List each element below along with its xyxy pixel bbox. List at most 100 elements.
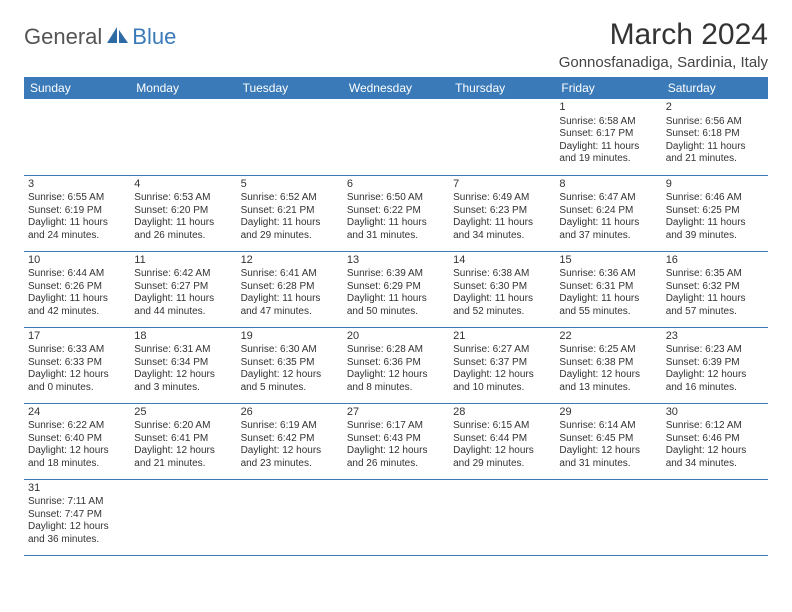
daylight-text: Daylight: 12 hours and 16 minutes.	[666, 369, 764, 394]
day-number: 4	[134, 178, 232, 192]
calendar-empty-cell	[130, 479, 236, 555]
sunset-text: Sunset: 6:46 PM	[666, 433, 764, 446]
calendar-body: 1Sunrise: 6:58 AMSunset: 6:17 PMDaylight…	[24, 99, 768, 555]
day-number: 15	[559, 254, 657, 268]
day-number: 28	[453, 406, 551, 420]
sunrise-text: Sunrise: 6:17 AM	[347, 420, 445, 433]
title-block: March 2024 Gonnosfanadiga, Sardinia, Ita…	[559, 18, 768, 71]
day-number: 31	[28, 482, 126, 496]
daylight-text: Daylight: 11 hours and 21 minutes.	[666, 141, 764, 166]
sunrise-text: Sunrise: 6:30 AM	[241, 344, 339, 357]
calendar-day-cell: 27Sunrise: 6:17 AMSunset: 6:43 PMDayligh…	[343, 403, 449, 479]
day-number: 12	[241, 254, 339, 268]
calendar-row: 1Sunrise: 6:58 AMSunset: 6:17 PMDaylight…	[24, 99, 768, 175]
calendar-day-cell: 16Sunrise: 6:35 AMSunset: 6:32 PMDayligh…	[662, 251, 768, 327]
day-number: 13	[347, 254, 445, 268]
sunrise-text: Sunrise: 6:38 AM	[453, 268, 551, 281]
day-number: 27	[347, 406, 445, 420]
day-number: 6	[347, 178, 445, 192]
sunrise-text: Sunrise: 6:19 AM	[241, 420, 339, 433]
sunrise-text: Sunrise: 6:41 AM	[241, 268, 339, 281]
daylight-text: Daylight: 12 hours and 36 minutes.	[28, 521, 126, 546]
day-number: 25	[134, 406, 232, 420]
weekday-header: Sunday	[24, 77, 130, 99]
day-number: 19	[241, 330, 339, 344]
day-number: 8	[559, 178, 657, 192]
sunset-text: Sunset: 6:28 PM	[241, 281, 339, 294]
sunset-text: Sunset: 6:44 PM	[453, 433, 551, 446]
day-number: 24	[28, 406, 126, 420]
daylight-text: Daylight: 12 hours and 18 minutes.	[28, 445, 126, 470]
weekday-header: Wednesday	[343, 77, 449, 99]
daylight-text: Daylight: 11 hours and 37 minutes.	[559, 217, 657, 242]
calendar-empty-cell	[343, 99, 449, 175]
sunset-text: Sunset: 6:29 PM	[347, 281, 445, 294]
sunrise-text: Sunrise: 6:23 AM	[666, 344, 764, 357]
calendar-day-cell: 31Sunrise: 7:11 AMSunset: 7:47 PMDayligh…	[24, 479, 130, 555]
sunset-text: Sunset: 6:45 PM	[559, 433, 657, 446]
calendar-day-cell: 12Sunrise: 6:41 AMSunset: 6:28 PMDayligh…	[237, 251, 343, 327]
day-number: 1	[559, 101, 657, 115]
sunrise-text: Sunrise: 6:25 AM	[559, 344, 657, 357]
sunset-text: Sunset: 6:42 PM	[241, 433, 339, 446]
daylight-text: Daylight: 12 hours and 21 minutes.	[134, 445, 232, 470]
calendar-row: 3Sunrise: 6:55 AMSunset: 6:19 PMDaylight…	[24, 175, 768, 251]
day-number: 7	[453, 178, 551, 192]
sunrise-text: Sunrise: 6:31 AM	[134, 344, 232, 357]
day-number: 23	[666, 330, 764, 344]
sunrise-text: Sunrise: 6:47 AM	[559, 192, 657, 205]
daylight-text: Daylight: 12 hours and 0 minutes.	[28, 369, 126, 394]
calendar-day-cell: 18Sunrise: 6:31 AMSunset: 6:34 PMDayligh…	[130, 327, 236, 403]
calendar-day-cell: 17Sunrise: 6:33 AMSunset: 6:33 PMDayligh…	[24, 327, 130, 403]
header: General Blue March 2024 Gonnosfanadiga, …	[24, 18, 768, 71]
weekday-header: Monday	[130, 77, 236, 99]
calendar-day-cell: 15Sunrise: 6:36 AMSunset: 6:31 PMDayligh…	[555, 251, 661, 327]
sunrise-text: Sunrise: 6:56 AM	[666, 116, 764, 129]
day-number: 16	[666, 254, 764, 268]
calendar-day-cell: 1Sunrise: 6:58 AMSunset: 6:17 PMDaylight…	[555, 99, 661, 175]
calendar-day-cell: 26Sunrise: 6:19 AMSunset: 6:42 PMDayligh…	[237, 403, 343, 479]
day-number: 30	[666, 406, 764, 420]
daylight-text: Daylight: 12 hours and 23 minutes.	[241, 445, 339, 470]
sunset-text: Sunset: 6:41 PM	[134, 433, 232, 446]
weekday-header: Saturday	[662, 77, 768, 99]
daylight-text: Daylight: 11 hours and 34 minutes.	[453, 217, 551, 242]
sunrise-text: Sunrise: 6:49 AM	[453, 192, 551, 205]
sunset-text: Sunset: 6:24 PM	[559, 205, 657, 218]
daylight-text: Daylight: 12 hours and 8 minutes.	[347, 369, 445, 394]
logo-text-blue: Blue	[132, 24, 176, 50]
daylight-text: Daylight: 12 hours and 5 minutes.	[241, 369, 339, 394]
sunrise-text: Sunrise: 6:15 AM	[453, 420, 551, 433]
daylight-text: Daylight: 11 hours and 19 minutes.	[559, 141, 657, 166]
weekday-header: Friday	[555, 77, 661, 99]
sunset-text: Sunset: 6:21 PM	[241, 205, 339, 218]
daylight-text: Daylight: 11 hours and 55 minutes.	[559, 293, 657, 318]
sunrise-text: Sunrise: 6:35 AM	[666, 268, 764, 281]
calendar-day-cell: 3Sunrise: 6:55 AMSunset: 6:19 PMDaylight…	[24, 175, 130, 251]
calendar-empty-cell	[449, 479, 555, 555]
sunset-text: Sunset: 6:39 PM	[666, 357, 764, 370]
calendar-day-cell: 11Sunrise: 6:42 AMSunset: 6:27 PMDayligh…	[130, 251, 236, 327]
calendar-row: 17Sunrise: 6:33 AMSunset: 6:33 PMDayligh…	[24, 327, 768, 403]
sunrise-text: Sunrise: 6:53 AM	[134, 192, 232, 205]
daylight-text: Daylight: 12 hours and 3 minutes.	[134, 369, 232, 394]
calendar-day-cell: 4Sunrise: 6:53 AMSunset: 6:20 PMDaylight…	[130, 175, 236, 251]
calendar-day-cell: 2Sunrise: 6:56 AMSunset: 6:18 PMDaylight…	[662, 99, 768, 175]
calendar-day-cell: 28Sunrise: 6:15 AMSunset: 6:44 PMDayligh…	[449, 403, 555, 479]
day-number: 10	[28, 254, 126, 268]
day-number: 3	[28, 178, 126, 192]
calendar-day-cell: 19Sunrise: 6:30 AMSunset: 6:35 PMDayligh…	[237, 327, 343, 403]
sunrise-text: Sunrise: 6:28 AM	[347, 344, 445, 357]
sunset-text: Sunset: 6:36 PM	[347, 357, 445, 370]
sunset-text: Sunset: 6:23 PM	[453, 205, 551, 218]
calendar-day-cell: 25Sunrise: 6:20 AMSunset: 6:41 PMDayligh…	[130, 403, 236, 479]
daylight-text: Daylight: 11 hours and 47 minutes.	[241, 293, 339, 318]
daylight-text: Daylight: 11 hours and 42 minutes.	[28, 293, 126, 318]
sunset-text: Sunset: 6:40 PM	[28, 433, 126, 446]
sunset-text: Sunset: 6:31 PM	[559, 281, 657, 294]
location-text: Gonnosfanadiga, Sardinia, Italy	[559, 54, 768, 71]
calendar-day-cell: 13Sunrise: 6:39 AMSunset: 6:29 PMDayligh…	[343, 251, 449, 327]
calendar-day-cell: 30Sunrise: 6:12 AMSunset: 6:46 PMDayligh…	[662, 403, 768, 479]
calendar-day-cell: 7Sunrise: 6:49 AMSunset: 6:23 PMDaylight…	[449, 175, 555, 251]
sunset-text: Sunset: 6:33 PM	[28, 357, 126, 370]
